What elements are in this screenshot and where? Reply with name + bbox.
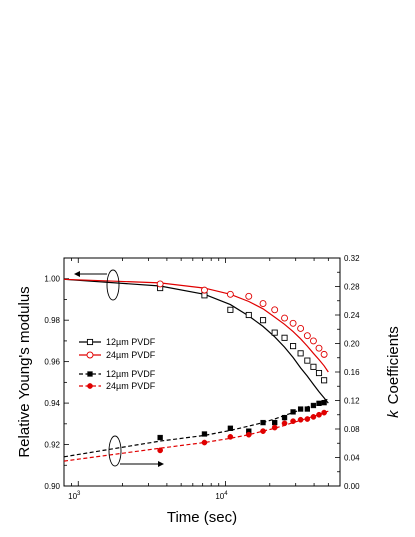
y-left-axis-title: Relative Young's modulus: [16, 286, 33, 457]
data-point-series-2: [315, 344, 323, 352]
x-axis-title: Time (sec): [167, 509, 237, 526]
y-right-axis-title-symbol: k: [385, 409, 402, 418]
data-point-series-1: [281, 334, 288, 341]
data-point-series-2: [281, 314, 288, 322]
data-point-series-2: [226, 290, 234, 298]
data-point-series-4: [316, 411, 322, 418]
axis-titles: Time (sec) Relative Young's modulus k Coeff…: [16, 286, 402, 526]
y-right-tick-label: 0.04: [344, 454, 360, 463]
data-point-series-1: [271, 329, 278, 336]
data-point-series-3: [157, 434, 163, 441]
data-point-series-1: [227, 306, 234, 313]
y-right-axis-title: k Coefficients: [385, 326, 402, 418]
data-point-series-3: [304, 406, 310, 412]
y-right-tick-label: 0.16: [344, 368, 360, 377]
y-right-tick-label: 0.12: [344, 397, 360, 406]
data-point-series-4: [260, 428, 266, 434]
data-point-series-2: [297, 325, 305, 332]
data-point-series-4: [321, 409, 327, 416]
data-point-series-2: [156, 280, 164, 288]
legend-marker-3: [87, 371, 93, 377]
y-right-tick-label: 0.28: [344, 283, 360, 292]
fit-curve-series-2: [63, 278, 329, 373]
y-right-axis-title-text: Coefficients: [385, 326, 402, 404]
x-tick-base: 10: [68, 492, 77, 501]
y-left-tick-label: 0.96: [44, 358, 60, 367]
right-axis-indicator-ellipse: [108, 435, 122, 467]
data-point-series-3: [260, 419, 266, 426]
x-tick-exponent: 3: [77, 491, 81, 497]
data-point-series-4: [304, 416, 311, 422]
axis-arrows: [74, 269, 164, 467]
data-point-series-2: [289, 319, 297, 327]
y-right-tick-label: 0.00: [344, 482, 360, 491]
data-point-series-3: [227, 425, 234, 431]
y-right-tick-label: 0.32: [344, 254, 360, 263]
data-point-series-4: [297, 416, 304, 423]
legend-marker-1: [86, 338, 94, 346]
data-point-series-2: [309, 337, 317, 345]
data-points: [156, 280, 328, 454]
y-right-tick-label: 0.20: [344, 340, 360, 349]
data-point-series-4: [245, 431, 252, 438]
right-axis-arrowhead: [158, 461, 164, 467]
data-point-series-3: [321, 399, 327, 406]
data-point-series-3: [272, 419, 278, 426]
data-point-series-3: [310, 402, 317, 409]
left-axis-indicator-ellipse: [106, 269, 120, 301]
data-point-series-1: [259, 317, 267, 324]
data-point-series-4: [290, 418, 296, 425]
left-axis-arrowhead: [74, 271, 80, 277]
x-tick-exponent: 4: [224, 491, 228, 497]
data-point-series-2: [320, 350, 328, 358]
y-left-tick-label: 0.92: [44, 441, 60, 450]
data-point-series-3: [316, 400, 322, 407]
y-left-tick-label: 0.94: [44, 399, 60, 408]
data-point-series-4: [281, 420, 288, 427]
legend-label-1: 12µm PVDF: [106, 337, 156, 347]
data-point-series-3: [297, 406, 304, 412]
data-point-series-1: [310, 363, 317, 370]
y-right-tick-label: 0.24: [344, 311, 360, 320]
legend-marker-4: [87, 383, 93, 389]
data-point-series-2: [245, 292, 253, 300]
data-point-series-3: [281, 414, 288, 421]
data-point-series-1: [245, 311, 252, 319]
axes: 103 1040.900.920.940.960.981.000.000.040.…: [44, 254, 360, 501]
data-point-series-1: [315, 369, 323, 377]
data-point-series-2: [303, 332, 311, 340]
y-left-tick-label: 1.00: [44, 275, 60, 284]
data-point-series-4: [310, 414, 317, 420]
data-point-series-1: [321, 377, 328, 384]
data-point-series-2: [271, 306, 279, 314]
legend-label-2: 24µm PVDF: [106, 350, 156, 360]
x-tick-base: 10: [215, 492, 224, 501]
x-tick-label: 104: [215, 491, 228, 501]
data-point-series-4: [157, 447, 163, 454]
data-point-series-1: [304, 357, 311, 364]
data-point-series-1: [297, 350, 304, 357]
data-point-series-3: [290, 409, 296, 415]
x-tick-label: 103: [68, 491, 81, 501]
y-left-tick-label: 0.98: [44, 316, 60, 325]
data-point-series-2: [201, 286, 208, 294]
legend: 12µm PVDF 24µm PVDF 12µm PVDF 24µm PVDF: [79, 337, 156, 391]
legend-marker-2: [86, 351, 94, 359]
y-left-tick-label: 0.90: [44, 482, 60, 491]
legend-label-3: 12µm PVDF: [106, 369, 156, 379]
data-point-series-4: [271, 424, 278, 431]
y-right-tick-label: 0.08: [344, 425, 360, 434]
data-point-series-4: [201, 439, 208, 446]
fit-curve-series-1: [63, 278, 329, 404]
legend-label-4: 24µm PVDF: [106, 381, 156, 391]
data-point-series-2: [259, 300, 267, 308]
data-point-series-1: [290, 343, 297, 350]
data-point-series-4: [227, 433, 234, 440]
data-point-series-3: [201, 431, 208, 437]
